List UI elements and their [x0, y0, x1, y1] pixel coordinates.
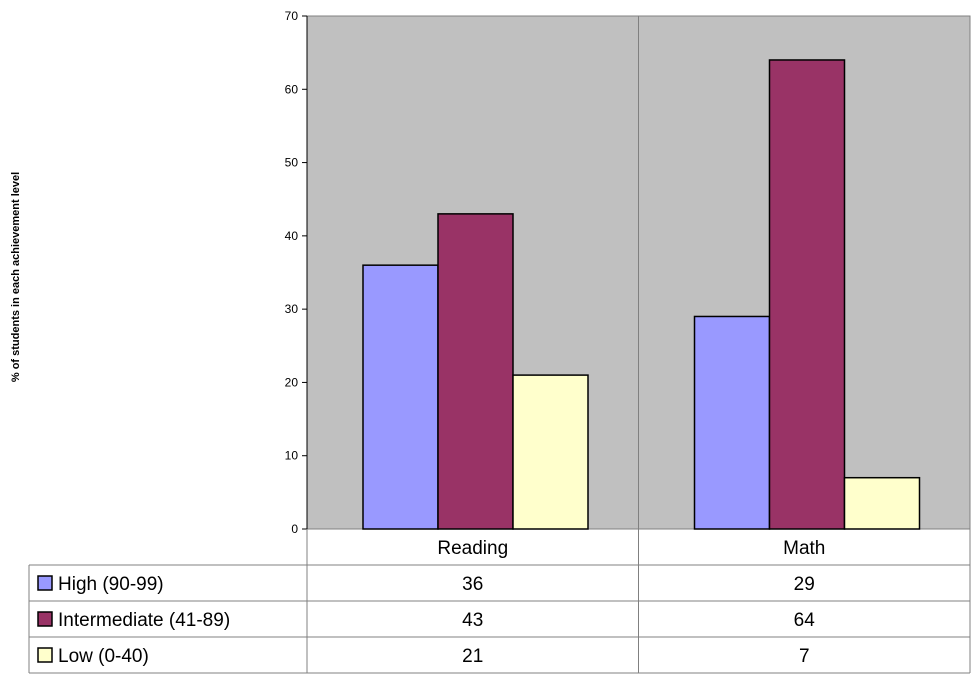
data-table: Reading Math High (90-99) 36 29 Intermediate …: [28, 529, 971, 674]
bar-intermediate-reading: [437, 213, 514, 530]
y-tick-label: 30: [285, 302, 299, 316]
legend-label: Intermediate (41-89): [58, 610, 230, 631]
y-tick-label: 10: [285, 449, 299, 463]
legend-key: [37, 575, 53, 591]
data-label: 21: [462, 646, 483, 667]
data-label: 36: [462, 574, 483, 595]
bar-low-reading: [512, 374, 589, 530]
data-label: 43: [462, 610, 483, 631]
legend-key: [37, 647, 53, 663]
bar-low-math: [843, 476, 921, 530]
y-tick-label: 0: [291, 522, 298, 536]
data-label: 7: [799, 646, 810, 667]
y-tick-label: 60: [285, 82, 299, 96]
x-category-label: Math: [783, 538, 825, 559]
y-tick-label: 20: [285, 375, 299, 389]
bar-high-math: [693, 315, 771, 530]
legend-key: [37, 611, 53, 627]
bar-intermediate-math: [768, 59, 846, 530]
legend-label: Low (0-40): [58, 646, 149, 667]
y-axis: 0 10 20 30 40 50 60 70: [285, 9, 308, 536]
data-label: 29: [794, 574, 815, 595]
data-label: 64: [794, 610, 816, 631]
plot-area: [306, 15, 971, 530]
y-tick-label: 40: [285, 229, 299, 243]
y-tick-label: 50: [285, 156, 299, 170]
legend-label: High (90-99): [58, 574, 164, 595]
y-tick-label: 70: [285, 9, 299, 23]
x-category-label: Reading: [437, 538, 508, 559]
bar-high-reading: [362, 264, 439, 530]
y-axis-label: % of students in each achievement level: [10, 172, 22, 382]
